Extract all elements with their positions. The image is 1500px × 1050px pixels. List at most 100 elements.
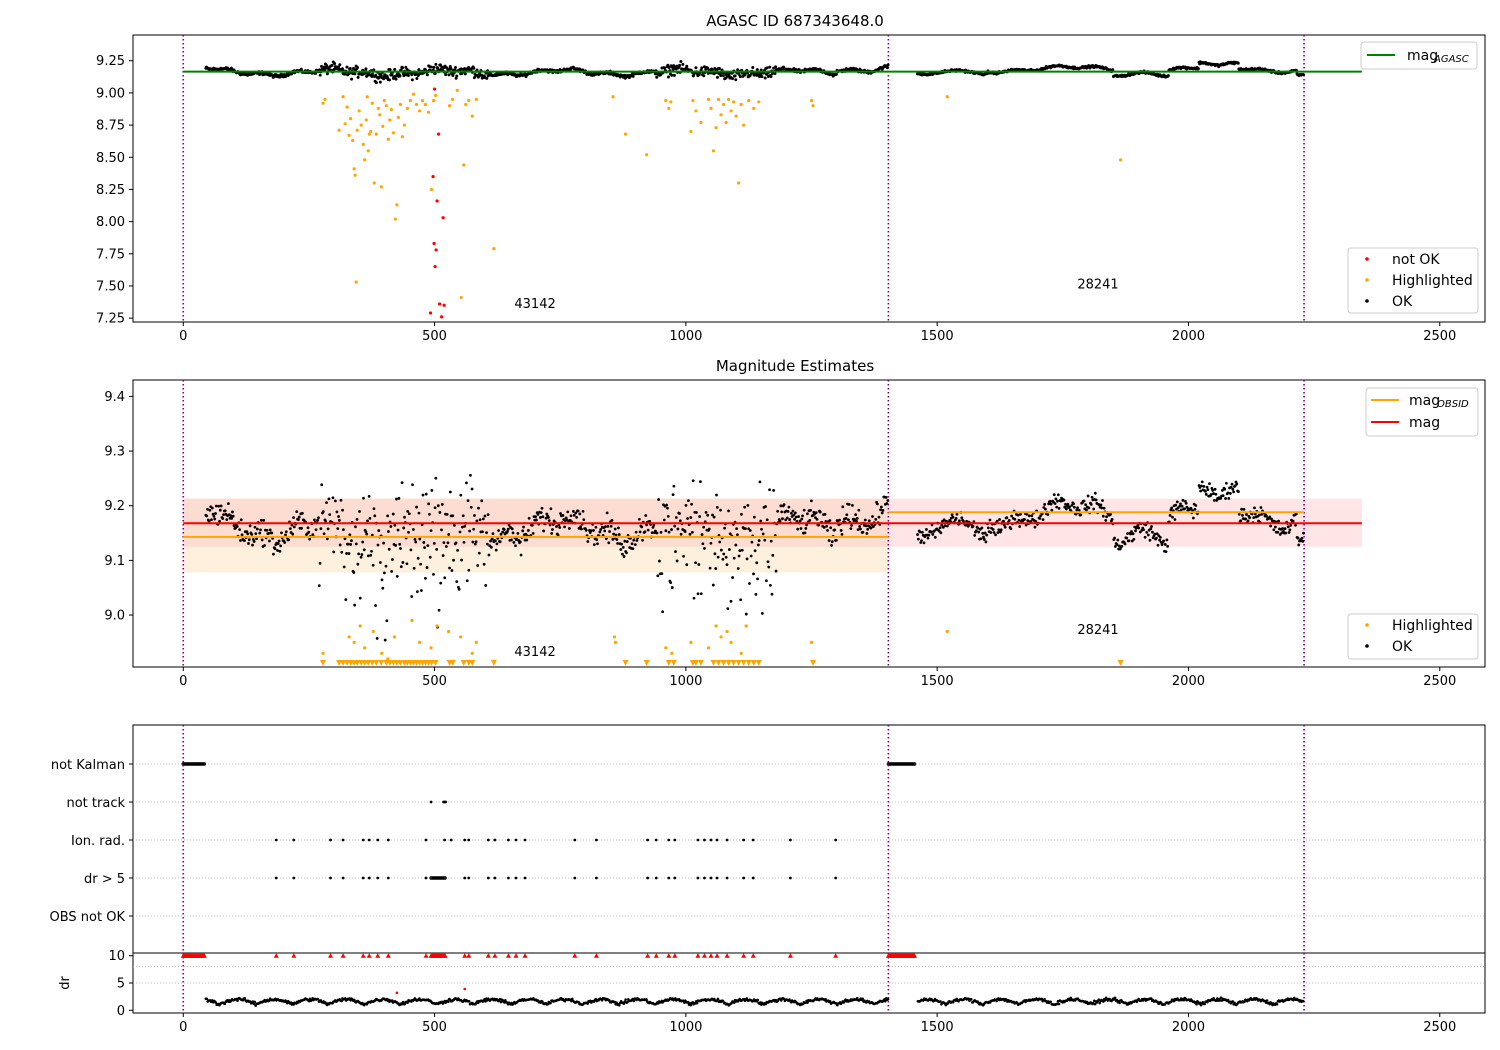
dr-point — [600, 998, 604, 1002]
legend-box — [1347, 613, 1479, 660]
ok-point — [756, 543, 760, 547]
highlighted-point — [689, 129, 693, 134]
ok-point — [358, 510, 361, 513]
ok-point — [1219, 496, 1223, 500]
clipped-marker — [369, 660, 376, 666]
dr-red-point — [395, 991, 399, 995]
ok-point — [348, 67, 352, 71]
ok-point — [465, 481, 468, 485]
dr-point — [828, 1000, 832, 1003]
ok-point — [702, 525, 706, 529]
ok-point — [916, 537, 920, 541]
ok-point — [419, 562, 422, 566]
ok-point — [881, 508, 885, 512]
ok-point — [608, 530, 611, 533]
flag-point — [443, 876, 447, 880]
not-ok-point — [432, 87, 437, 91]
ok-point — [522, 525, 525, 529]
ok-point — [998, 518, 1001, 521]
ok-point — [688, 532, 692, 536]
ok-point — [785, 516, 789, 520]
ok-point — [387, 530, 390, 533]
ok-point — [659, 530, 663, 534]
ok-point — [331, 496, 335, 500]
highlighted-point — [752, 106, 756, 110]
ok-point — [787, 505, 791, 509]
ok-point — [429, 65, 433, 69]
ok-point — [218, 519, 221, 523]
clipped-marker — [755, 660, 762, 666]
highlighted-point — [714, 624, 718, 628]
ok-point — [1281, 527, 1285, 530]
dr-point — [745, 997, 749, 1000]
ok-point — [255, 537, 258, 541]
ok-point — [786, 510, 790, 513]
ok-point — [769, 75, 773, 79]
ok-point — [398, 74, 402, 78]
ok-point — [390, 570, 394, 573]
ok-point — [581, 510, 585, 513]
clipped-marker — [449, 660, 456, 666]
ok-point — [1039, 514, 1042, 518]
ok-point — [447, 73, 451, 77]
ok-point — [1104, 519, 1108, 522]
dr-point — [1057, 1002, 1061, 1006]
ok-point — [748, 529, 752, 532]
highlighted-point — [352, 167, 356, 171]
flag-point — [493, 838, 497, 842]
ok-point — [1064, 507, 1068, 511]
legend-marker — [1365, 299, 1369, 303]
ok-point — [641, 538, 644, 542]
ok-point — [393, 67, 397, 71]
ok-point — [485, 531, 488, 535]
ok-point — [630, 542, 634, 546]
ok-point — [480, 499, 484, 503]
flag-point — [514, 876, 518, 880]
ok-point — [473, 542, 477, 546]
ok-point — [699, 480, 702, 484]
ok-point — [349, 543, 353, 546]
ok-point — [260, 538, 264, 542]
ok-point — [402, 526, 406, 530]
ok-point — [547, 516, 550, 519]
ok-point — [252, 540, 256, 543]
flag-point — [594, 838, 598, 842]
highlighted-point — [709, 106, 713, 110]
ok-point — [686, 499, 690, 503]
ok-point — [259, 528, 262, 532]
ok-point — [580, 527, 583, 531]
highlighted-point — [811, 104, 815, 108]
ok-point — [354, 525, 357, 529]
ok-point — [660, 572, 664, 576]
not-ok-point — [432, 241, 436, 246]
ok-point — [839, 529, 843, 532]
legend-label: mag — [1409, 393, 1440, 409]
ok-point — [382, 77, 386, 81]
dr-point — [756, 998, 760, 1002]
ok-point — [268, 539, 271, 543]
ok-point — [350, 539, 353, 543]
ok-point — [656, 574, 660, 578]
ok-point — [922, 541, 926, 545]
ok-point — [385, 619, 389, 623]
legend-label: Highlighted — [1392, 618, 1473, 634]
ok-point — [977, 530, 981, 534]
ok-point — [368, 517, 372, 520]
ok-point — [453, 65, 457, 69]
ok-point — [1211, 488, 1215, 492]
ok-point — [425, 566, 429, 569]
ok-point — [415, 77, 419, 81]
clipped-marker — [720, 660, 727, 666]
ok-point — [399, 68, 403, 72]
ok-point — [784, 518, 788, 522]
flag-point — [514, 838, 518, 842]
ok-point — [885, 502, 889, 505]
dr-capped-marker — [360, 953, 366, 958]
ok-point — [682, 554, 685, 558]
dr-point — [1135, 1000, 1139, 1004]
y-tick-label: 9.4 — [104, 390, 125, 405]
ok-point — [984, 540, 988, 544]
ok-point — [419, 589, 423, 592]
ok-point — [364, 67, 368, 71]
ok-point — [1046, 513, 1050, 516]
